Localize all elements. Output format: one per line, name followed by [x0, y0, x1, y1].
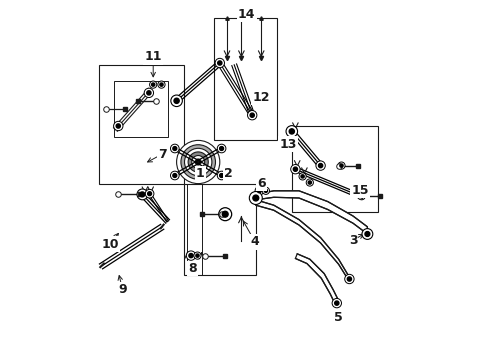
Text: 4: 4 — [251, 235, 260, 248]
Circle shape — [217, 144, 226, 153]
Circle shape — [144, 88, 153, 98]
Circle shape — [192, 156, 205, 168]
Circle shape — [218, 61, 222, 65]
Text: 12: 12 — [252, 91, 270, 104]
Circle shape — [289, 129, 294, 134]
Polygon shape — [295, 254, 339, 305]
Circle shape — [301, 175, 304, 178]
Circle shape — [340, 164, 343, 167]
Text: 13: 13 — [279, 138, 297, 150]
Circle shape — [185, 148, 212, 176]
Bar — [99, 65, 184, 184]
Circle shape — [147, 192, 151, 195]
Polygon shape — [256, 200, 349, 282]
Text: 15: 15 — [351, 184, 369, 197]
Circle shape — [250, 113, 254, 117]
Text: 11: 11 — [145, 50, 162, 63]
Circle shape — [176, 140, 220, 184]
Circle shape — [220, 147, 223, 150]
Circle shape — [186, 251, 196, 260]
Circle shape — [217, 171, 226, 180]
Circle shape — [219, 208, 232, 221]
Circle shape — [114, 121, 123, 131]
Circle shape — [247, 111, 257, 120]
Bar — [114, 81, 168, 137]
Circle shape — [345, 274, 354, 284]
Text: 9: 9 — [118, 283, 127, 296]
Circle shape — [358, 193, 365, 200]
Circle shape — [188, 152, 208, 172]
Circle shape — [149, 81, 157, 88]
Text: 8: 8 — [189, 262, 197, 275]
Circle shape — [195, 158, 202, 166]
Circle shape — [160, 83, 163, 86]
Text: 14: 14 — [238, 8, 256, 21]
Circle shape — [338, 162, 345, 169]
Circle shape — [194, 252, 201, 259]
Circle shape — [173, 174, 177, 177]
Text: 6: 6 — [257, 177, 266, 190]
Bar — [184, 184, 256, 275]
Circle shape — [151, 83, 155, 86]
Circle shape — [253, 195, 259, 201]
Circle shape — [365, 231, 370, 237]
Circle shape — [294, 167, 297, 171]
Polygon shape — [256, 191, 368, 238]
Circle shape — [291, 165, 300, 174]
Circle shape — [171, 95, 182, 107]
Circle shape — [316, 161, 325, 170]
Circle shape — [299, 173, 306, 180]
Text: 1: 1 — [196, 167, 204, 180]
Text: 2: 2 — [224, 167, 233, 180]
Circle shape — [116, 124, 121, 128]
Circle shape — [174, 98, 179, 103]
Circle shape — [137, 189, 148, 200]
Circle shape — [215, 58, 224, 68]
Circle shape — [362, 229, 373, 239]
Circle shape — [318, 163, 323, 168]
Circle shape — [264, 189, 268, 193]
Circle shape — [308, 181, 312, 184]
Text: 5: 5 — [334, 311, 342, 324]
Circle shape — [306, 179, 314, 186]
Circle shape — [189, 253, 193, 258]
Text: 10: 10 — [101, 238, 119, 251]
Circle shape — [222, 211, 228, 217]
Circle shape — [173, 147, 177, 150]
Text: 3: 3 — [349, 234, 357, 247]
Circle shape — [335, 301, 339, 305]
Bar — [292, 126, 378, 212]
Circle shape — [158, 81, 165, 88]
Circle shape — [140, 192, 145, 197]
Circle shape — [360, 194, 363, 198]
Circle shape — [255, 186, 264, 195]
Circle shape — [147, 91, 151, 95]
Circle shape — [347, 277, 351, 281]
Circle shape — [257, 189, 261, 193]
Circle shape — [171, 171, 179, 180]
Circle shape — [181, 145, 216, 179]
Circle shape — [220, 174, 223, 177]
Text: 7: 7 — [158, 148, 167, 161]
Circle shape — [332, 298, 342, 308]
Bar — [215, 18, 277, 140]
Circle shape — [196, 254, 199, 257]
Circle shape — [286, 126, 297, 137]
Circle shape — [262, 187, 270, 194]
Circle shape — [145, 189, 154, 198]
Circle shape — [249, 192, 262, 204]
Circle shape — [171, 144, 179, 153]
